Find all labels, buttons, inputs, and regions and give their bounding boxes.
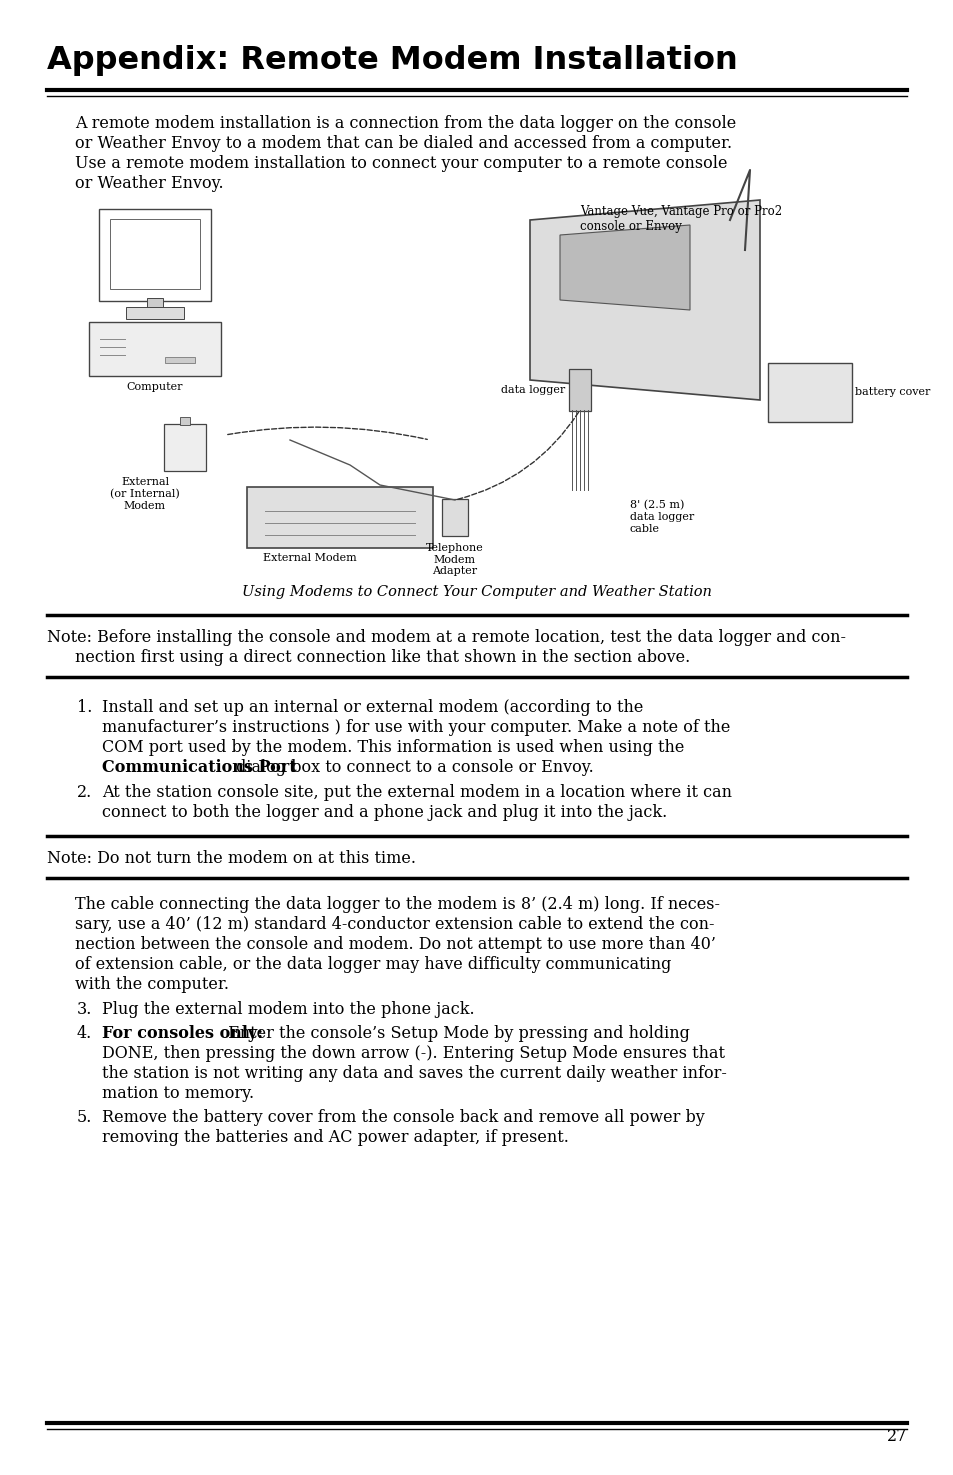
Bar (147, 298, 163, 310)
Text: A remote modem installation is a connection from the data logger on the console: A remote modem installation is a connect… (75, 115, 736, 131)
Text: External
(or Internal)
Modem: External (or Internal) Modem (110, 476, 180, 510)
Text: or Weather Envoy to a modem that can be dialed and accessed from a computer.: or Weather Envoy to a modem that can be … (75, 136, 731, 152)
Text: Communications Port: Communications Port (102, 760, 296, 776)
Text: 2.: 2. (76, 785, 91, 801)
FancyBboxPatch shape (164, 423, 206, 471)
Text: removing the batteries and AC power adapter, if present.: removing the batteries and AC power adap… (102, 1128, 568, 1146)
Text: Note: Do not turn the modem on at this time.: Note: Do not turn the modem on at this t… (47, 850, 416, 867)
Text: Enter the console’s Setup Mode by pressing and holding: Enter the console’s Setup Mode by pressi… (222, 1025, 689, 1041)
Text: Using Modems to Connect Your Computer and Weather Station: Using Modems to Connect Your Computer an… (242, 586, 711, 599)
Text: of extension cable, or the data logger may have difficulty communicating: of extension cable, or the data logger m… (75, 956, 671, 974)
Text: Note: Before installing the console and modem at a remote location, test the dat: Note: Before installing the console and … (47, 628, 845, 646)
Text: Use a remote modem installation to connect your computer to a remote console: Use a remote modem installation to conne… (75, 155, 727, 173)
Bar (165, 357, 194, 363)
Text: Remove the battery cover from the console back and remove all power by: Remove the battery cover from the consol… (102, 1109, 704, 1125)
Text: nection first using a direct connection like that shown in the section above.: nection first using a direct connection … (75, 649, 690, 667)
Text: At the station console site, put the external modem in a location where it can: At the station console site, put the ext… (102, 785, 731, 801)
Text: 27: 27 (885, 1428, 906, 1446)
FancyBboxPatch shape (126, 307, 184, 319)
Polygon shape (530, 201, 760, 400)
Text: with the computer.: with the computer. (75, 976, 229, 993)
Text: Vantage Vue, Vantage Pro or Pro2
console or Envoy: Vantage Vue, Vantage Pro or Pro2 console… (579, 205, 781, 233)
FancyBboxPatch shape (767, 363, 851, 422)
Text: COM port used by the modem. This information is used when using the: COM port used by the modem. This informa… (102, 739, 683, 757)
Text: 4.: 4. (76, 1025, 91, 1041)
Text: External Modem: External Modem (263, 553, 356, 563)
Text: sary, use a 40’ (12 m) standard 4-conductor extension cable to extend the con-: sary, use a 40’ (12 m) standard 4-conduc… (75, 916, 714, 934)
Polygon shape (559, 226, 689, 310)
Text: 8' (2.5 m)
data logger
cable: 8' (2.5 m) data logger cable (629, 500, 694, 534)
Text: data logger: data logger (500, 385, 564, 395)
Text: dialog box to connect to a console or Envoy.: dialog box to connect to a console or En… (231, 760, 594, 776)
Text: connect to both the logger and a phone jack and plug it into the jack.: connect to both the logger and a phone j… (102, 804, 666, 822)
Text: 1.: 1. (76, 699, 91, 715)
Text: the station is not writing any data and saves the current daily weather infor-: the station is not writing any data and … (102, 1065, 726, 1083)
Text: Computer: Computer (127, 382, 183, 392)
Text: mation to memory.: mation to memory. (102, 1086, 253, 1102)
Text: 5.: 5. (76, 1109, 91, 1125)
Text: Appendix: Remote Modem Installation: Appendix: Remote Modem Installation (47, 46, 737, 77)
Text: 3.: 3. (76, 1002, 91, 1018)
Text: manufacturer’s instructions ) for use with your computer. Make a note of the: manufacturer’s instructions ) for use wi… (102, 718, 730, 736)
Text: The cable connecting the data logger to the modem is 8’ (2.4 m) long. If neces-: The cable connecting the data logger to … (75, 895, 720, 913)
Text: nection between the console and modem. Do not attempt to use more than 40’: nection between the console and modem. D… (75, 937, 715, 953)
FancyBboxPatch shape (441, 499, 468, 535)
Text: DONE, then pressing the down arrow (-). Entering Setup Mode ensures that: DONE, then pressing the down arrow (-). … (102, 1044, 724, 1062)
Text: Telephone
Modem
Adapter: Telephone Modem Adapter (426, 543, 483, 577)
FancyBboxPatch shape (89, 322, 221, 376)
Text: or Weather Envoy.: or Weather Envoy. (75, 176, 223, 192)
FancyBboxPatch shape (247, 487, 433, 549)
Text: For consoles only:: For consoles only: (102, 1025, 263, 1041)
Text: Plug the external modem into the phone jack.: Plug the external modem into the phone j… (102, 1002, 475, 1018)
Bar (180, 417, 190, 425)
Text: battery cover: battery cover (854, 386, 929, 397)
FancyBboxPatch shape (568, 369, 590, 412)
Text: Install and set up an internal or external modem (according to the: Install and set up an internal or extern… (102, 699, 642, 715)
